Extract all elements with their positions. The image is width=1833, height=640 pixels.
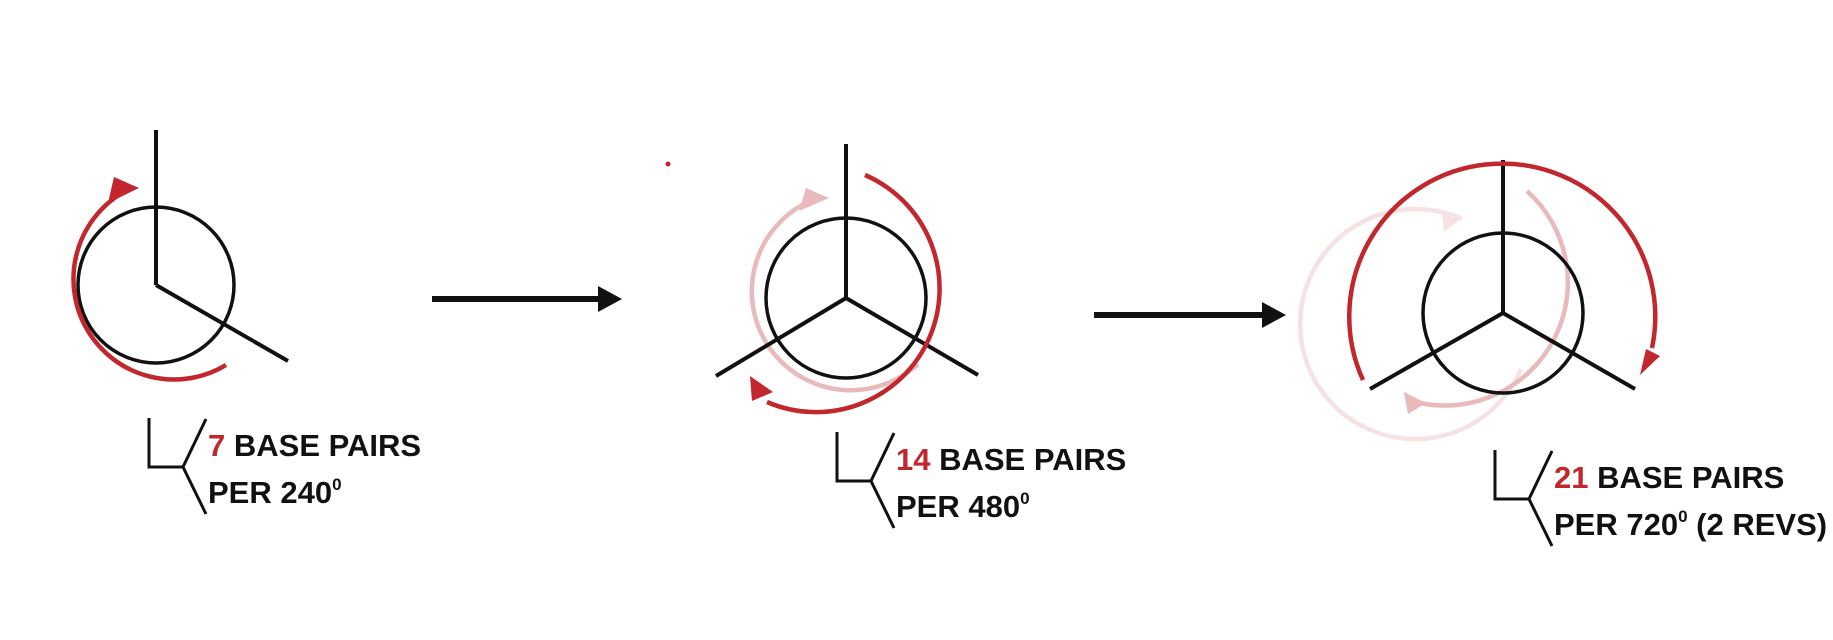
arrow-head-icon xyxy=(799,188,829,211)
base-pair-spoke xyxy=(1502,311,1636,391)
arrow-head-icon xyxy=(1442,212,1463,232)
label-rotation: PER 720 xyxy=(1554,507,1678,542)
arrow-head-icon xyxy=(1404,392,1426,414)
label-bracket xyxy=(1493,450,1529,501)
dot xyxy=(665,161,671,167)
label-line-2: PER 7200 (2 REVS) xyxy=(1554,507,1827,542)
label-panel-3: 21 BASE PAIRS PER 7200 (2 REVS) xyxy=(1493,449,1827,548)
label-base-pairs: BASE PAIRS xyxy=(939,442,1126,477)
label-panel-2: 14 BASE PAIRS PER 4800 xyxy=(835,431,1144,530)
transition-arrow-2 xyxy=(1094,302,1286,328)
rotation-arc xyxy=(71,191,228,382)
label-bracket xyxy=(147,418,183,469)
panel-1 xyxy=(71,130,289,382)
label-suffix: (2 REVS) xyxy=(1688,507,1828,542)
label-chevron xyxy=(869,432,896,529)
rotation-arc xyxy=(1347,161,1658,381)
label-line-1: 7 BASE PAIRS xyxy=(208,428,421,463)
arrow-head-icon xyxy=(598,286,622,312)
degree-superscript: 0 xyxy=(332,475,341,494)
transition-arrow-1 xyxy=(432,286,622,312)
label-line-2: PER 4800 xyxy=(896,489,1030,524)
base-pair-count: 21 xyxy=(1554,460,1588,495)
base-pair-spoke xyxy=(1369,311,1504,391)
arrow-head-icon xyxy=(108,177,139,203)
base-pair-count: 14 xyxy=(896,442,931,477)
base-pair-spoke xyxy=(155,283,289,363)
label-chevron xyxy=(1527,450,1554,547)
rotation-arc-faded xyxy=(749,200,920,393)
label-rotation: PER 240 xyxy=(208,475,332,510)
degree-superscript: 0 xyxy=(1678,507,1687,526)
panel-2 xyxy=(714,144,980,415)
panel-3 xyxy=(1297,160,1660,442)
label-line-1: 21 BASE PAIRS xyxy=(1554,460,1784,495)
rotation-arc xyxy=(766,172,942,415)
label-base-pairs: BASE PAIRS xyxy=(234,428,421,463)
base-pair-spoke xyxy=(844,296,980,377)
base-pair-spoke xyxy=(714,296,848,378)
arrow-head-icon xyxy=(1262,302,1286,328)
label-panel-1: 7 BASE PAIRS PER 2400 xyxy=(147,417,456,516)
rotation-arc-faded xyxy=(1419,189,1571,408)
label-line-2: PER 2400 xyxy=(208,475,342,510)
arrow-head-icon xyxy=(750,376,773,401)
degree-superscript: 0 xyxy=(1020,489,1029,508)
arrow-head-icon xyxy=(1640,349,1660,375)
label-base-pairs: BASE PAIRS xyxy=(1597,460,1784,495)
label-chevron xyxy=(181,418,208,515)
label-bracket xyxy=(835,432,871,483)
rotation-arc-faint xyxy=(1297,206,1524,442)
label-rotation: PER 480 xyxy=(896,489,1020,524)
label-line-1: 14 BASE PAIRS xyxy=(896,442,1126,477)
base-pair-count: 7 xyxy=(208,428,225,463)
